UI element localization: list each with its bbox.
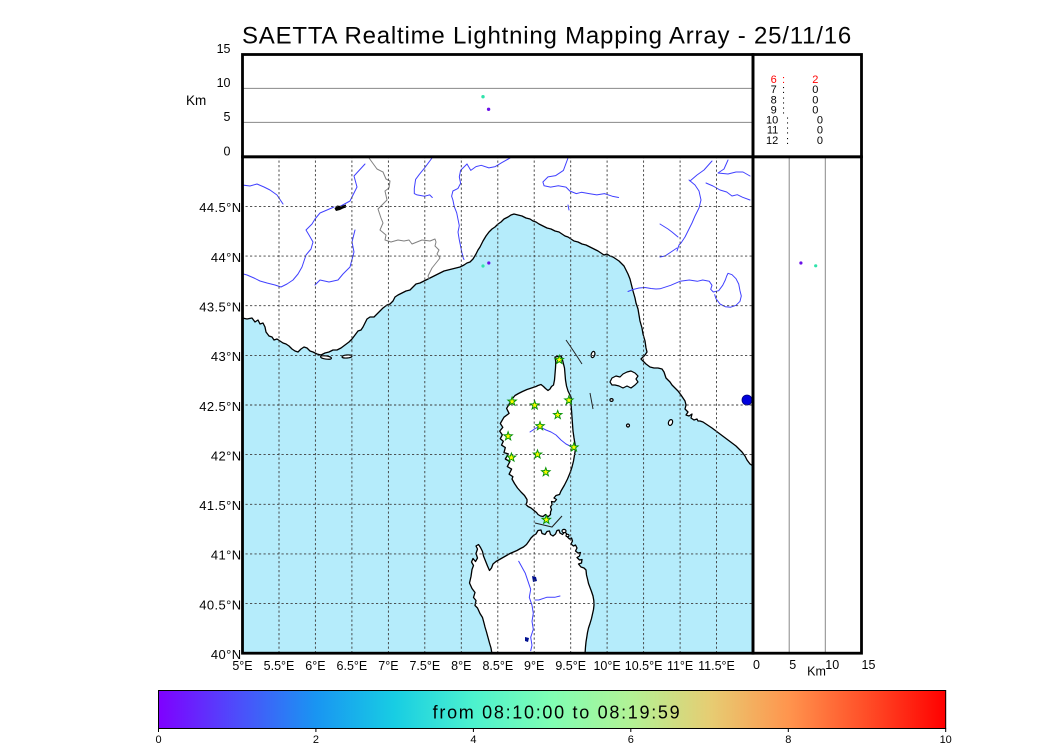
svg-text:2: 2 xyxy=(313,734,319,746)
svg-text::: : xyxy=(786,135,789,147)
svg-text:10: 10 xyxy=(825,658,839,672)
svg-text::: : xyxy=(782,74,785,86)
svg-text:0: 0 xyxy=(812,84,818,96)
svg-text:5: 5 xyxy=(224,110,231,124)
svg-text:5.5°E: 5.5°E xyxy=(264,659,295,673)
svg-text:Km: Km xyxy=(186,93,206,108)
svg-text:6: 6 xyxy=(771,74,777,86)
svg-text:10: 10 xyxy=(940,734,952,746)
svg-text:42.5°N: 42.5°N xyxy=(199,399,241,414)
svg-text:41.5°N: 41.5°N xyxy=(199,498,241,513)
svg-text::: : xyxy=(782,84,785,96)
svg-text:9°E: 9°E xyxy=(524,659,544,673)
svg-text:0: 0 xyxy=(812,94,818,106)
svg-text:5°E: 5°E xyxy=(232,659,252,673)
svg-text:0: 0 xyxy=(812,105,818,117)
svg-text:9: 9 xyxy=(771,105,777,117)
svg-text:11: 11 xyxy=(767,125,778,137)
svg-text:15: 15 xyxy=(862,658,876,672)
svg-text:11.5°E: 11.5°E xyxy=(698,659,735,673)
svg-text:8: 8 xyxy=(771,94,777,106)
svg-text:from 08:10:00 to 08:19:59: from 08:10:00 to 08:19:59 xyxy=(433,703,682,723)
svg-text:40°N: 40°N xyxy=(211,647,242,662)
svg-text:0: 0 xyxy=(224,144,231,158)
svg-text::: : xyxy=(786,125,789,137)
svg-text:0: 0 xyxy=(817,135,823,147)
svg-text:43°N: 43°N xyxy=(211,349,242,364)
svg-text:10°E: 10°E xyxy=(593,659,620,673)
svg-text:SAETTA Realtime Lightning Mapp: SAETTA Realtime Lightning Mapping Array … xyxy=(242,23,852,50)
svg-text:7°E: 7°E xyxy=(378,659,398,673)
svg-text:2: 2 xyxy=(812,74,818,86)
svg-text:44.5°N: 44.5°N xyxy=(199,200,241,215)
svg-text:10.5°E: 10.5°E xyxy=(625,659,663,673)
svg-text:12: 12 xyxy=(766,135,778,147)
svg-text:Km: Km xyxy=(807,665,826,679)
svg-text:7: 7 xyxy=(771,84,777,96)
svg-text:0: 0 xyxy=(817,115,823,127)
svg-text:41°N: 41°N xyxy=(211,548,242,563)
svg-text:7.5°E: 7.5°E xyxy=(409,659,440,673)
svg-text:40.5°N: 40.5°N xyxy=(199,597,241,612)
svg-text:9.5°E: 9.5°E xyxy=(555,659,586,673)
svg-text:10: 10 xyxy=(766,115,778,127)
svg-text:11°E: 11°E xyxy=(667,659,693,673)
svg-text:0: 0 xyxy=(817,125,823,137)
svg-text:6: 6 xyxy=(628,734,634,746)
svg-text:8.5°E: 8.5°E xyxy=(482,659,513,673)
svg-text:8: 8 xyxy=(785,734,791,746)
svg-text:10: 10 xyxy=(217,76,231,90)
svg-text:43.5°N: 43.5°N xyxy=(199,300,241,315)
svg-text:4: 4 xyxy=(470,734,476,746)
svg-text:6.5°E: 6.5°E xyxy=(337,659,368,673)
svg-text:15: 15 xyxy=(217,42,231,56)
svg-text:0: 0 xyxy=(155,734,161,746)
svg-text:42°N: 42°N xyxy=(211,448,242,463)
svg-text::: : xyxy=(782,94,785,106)
svg-text:0: 0 xyxy=(753,658,760,672)
svg-text::: : xyxy=(782,105,785,117)
svg-text:5: 5 xyxy=(789,658,796,672)
svg-text:8°E: 8°E xyxy=(451,659,471,673)
svg-text:44°N: 44°N xyxy=(211,250,242,265)
svg-text::: : xyxy=(786,115,789,127)
svg-text:6°E: 6°E xyxy=(305,659,325,673)
